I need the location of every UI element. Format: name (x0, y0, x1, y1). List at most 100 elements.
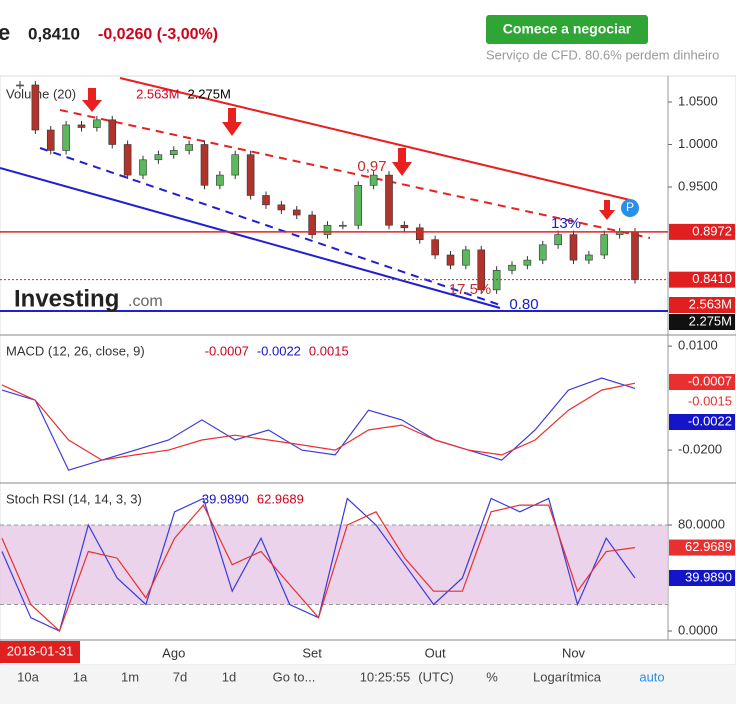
candle (262, 195, 270, 206)
trend-line (39, 147, 501, 306)
candle (508, 264, 516, 271)
x-tick-label: Set (302, 645, 322, 660)
candle (554, 234, 562, 246)
y-tick-label: 1.0500 (678, 93, 718, 108)
legend-value: 62.9689 (257, 491, 304, 506)
toolbar-item[interactable]: 1d (222, 669, 236, 684)
band (0, 524, 668, 605)
toolbar-item[interactable]: 10a (17, 669, 39, 684)
axis-label: 2.563M (689, 296, 732, 311)
annotation: P (626, 200, 634, 214)
annotation: 17.5% (449, 281, 492, 298)
watermark: .com (128, 293, 163, 310)
series-line (1, 504, 636, 633)
toolbar (0, 665, 736, 704)
candle (339, 224, 347, 227)
axis-label-box (669, 271, 735, 288)
legend-value: 2.275M (187, 86, 230, 101)
candle (169, 150, 178, 155)
candle (108, 119, 117, 145)
disclaimer: Serviço de CFD. 80.6% perdem dinheiro (486, 47, 719, 62)
y-tick-label: 0.0100 (678, 338, 718, 353)
y-tick-label: 0.0000 (678, 622, 718, 637)
legend-value: -0.0022 (257, 343, 301, 358)
axis-label: 62.9689 (685, 539, 732, 554)
candle (46, 129, 55, 151)
candle (200, 144, 209, 186)
toolbar-item: 10:25:55 (360, 669, 411, 684)
trend-line (59, 109, 651, 239)
annotation: 13% (551, 215, 581, 232)
axis-label-box (669, 374, 735, 390)
x-tick-label: Out (425, 645, 446, 660)
toolbar-item[interactable]: Go to... (273, 669, 316, 684)
toolbar-item[interactable]: Logarítmica (533, 669, 602, 684)
axis-label-box (669, 414, 735, 430)
axis-label-box (669, 570, 735, 587)
date-box (0, 641, 80, 663)
candle (431, 239, 439, 256)
candle (369, 174, 378, 186)
axis-label: 39.9890 (685, 569, 732, 584)
candle (569, 234, 578, 261)
change: -0,0260 (-3,00%) (98, 26, 218, 43)
marker[interactable] (621, 199, 639, 217)
candle (154, 154, 163, 161)
toolbar-item[interactable]: auto (639, 669, 664, 684)
symbol: e (0, 20, 10, 45)
candle (77, 124, 86, 128)
toolbar-item[interactable]: % (486, 669, 498, 684)
legend-value: -0.0007 (205, 343, 249, 358)
annotation: 0.80 (509, 296, 538, 313)
candle (93, 119, 101, 128)
axis-label: 0.8972 (692, 223, 732, 238)
legend: MACD (12, 26, close, 9) (6, 343, 145, 358)
y-tick-label: -0.0200 (678, 442, 722, 457)
cta-label[interactable]: Comece a negociar (503, 21, 632, 37)
y-tick-label: 80.0000 (678, 516, 725, 531)
toolbar-item[interactable]: 1a (73, 669, 88, 684)
candle (400, 224, 409, 229)
candle (600, 234, 609, 256)
x-tick-label: Nov (562, 645, 586, 660)
candle (477, 249, 486, 291)
candle (216, 174, 224, 186)
candle (308, 214, 316, 235)
toolbar-item[interactable]: 7d (173, 669, 187, 684)
candle (31, 84, 40, 131)
candle (16, 84, 24, 87)
candle (139, 159, 147, 176)
candle (123, 144, 132, 176)
y-tick-label: 0.9500 (678, 178, 718, 193)
candle (231, 154, 240, 176)
candle (185, 144, 193, 151)
candle (523, 259, 532, 266)
candle (246, 154, 255, 196)
candle (323, 224, 332, 235)
date-label: 2018-01-31 (7, 643, 74, 658)
axis-label: -0.0007 (688, 373, 732, 388)
axis-label-box (669, 297, 735, 313)
axis-label-box (669, 223, 735, 240)
candle (62, 124, 70, 151)
trend-line (119, 77, 631, 201)
candle (354, 184, 363, 226)
axis-label-box (669, 539, 735, 556)
toolbar-item[interactable]: 1m (121, 669, 139, 684)
candle (385, 174, 393, 226)
axis-label: 0.8410 (692, 271, 732, 286)
legend-value: 39.9890 (202, 491, 249, 506)
axis-label-box (669, 314, 735, 330)
axis-label: -0.0022 (688, 413, 732, 428)
watermark: Investing (14, 285, 119, 312)
axis-label: -0.0015 (688, 393, 732, 408)
candle (462, 249, 470, 266)
candle (631, 231, 639, 280)
legend: Stoch RSI (14, 14, 3, 3) (6, 491, 142, 506)
candle (538, 244, 547, 261)
cta-button[interactable] (486, 15, 648, 44)
arrows (82, 88, 615, 220)
candle (585, 254, 593, 261)
series-line (1, 377, 636, 471)
